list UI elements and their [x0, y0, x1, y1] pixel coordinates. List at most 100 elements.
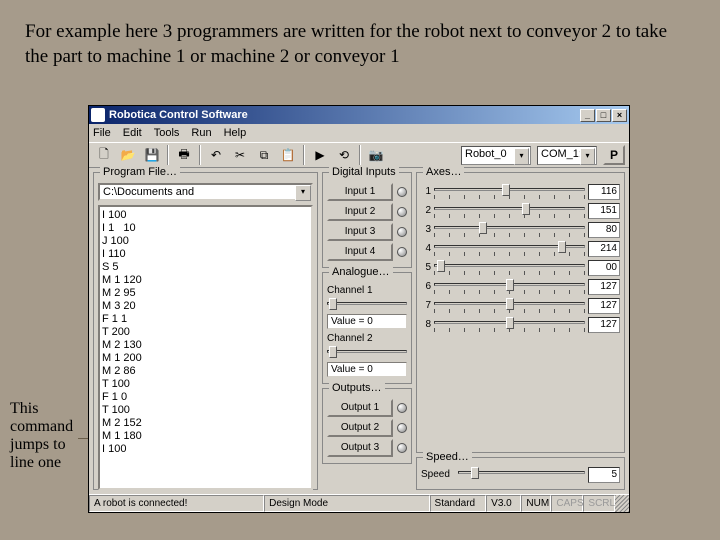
cut-icon[interactable]: ✂: [229, 145, 251, 165]
digital-title: Digital Inputs: [329, 166, 399, 178]
undo-icon[interactable]: ↶: [205, 145, 227, 165]
output-1-led: [397, 403, 407, 413]
axis-7-label: 7: [421, 300, 431, 311]
axis-3-label: 3: [421, 224, 431, 235]
toolbar: 🗋 📂 💾 🖶 ↶ ✂ ⧉ 📋 ▶ ⟲ 📷 Robot_0 COM_1: P: [89, 142, 629, 168]
output-3-button[interactable]: Output 3: [327, 439, 393, 457]
content-area: Program File… C:\Documents and I 100 I 1…: [89, 168, 629, 494]
speed-value: 5: [588, 467, 620, 483]
analogue-group: Analogue… Channel 1 Value = 0 Channel 2 …: [322, 272, 412, 384]
menu-tools[interactable]: Tools: [154, 127, 180, 139]
program-group: Program File… C:\Documents and I 100 I 1…: [93, 172, 318, 490]
robot-combo[interactable]: Robot_0: [461, 146, 531, 165]
axis-5-slider[interactable]: [434, 260, 585, 276]
menu-edit[interactable]: Edit: [123, 127, 142, 139]
channel-2-value: Value = 0: [327, 362, 407, 377]
axis-7-slider[interactable]: [434, 298, 585, 314]
axis-4-label: 4: [421, 243, 431, 254]
axis-8-label: 8: [421, 319, 431, 330]
axis-6-value: 127: [588, 279, 620, 295]
outputs-group: Outputs… Output 1Output 2Output 3: [322, 388, 412, 464]
app-window: Robotica Control Software _ □ × File Edi…: [88, 105, 630, 513]
resize-grip[interactable]: [615, 495, 629, 512]
digital-inputs-group: Digital Inputs Input 1Input 2Input 3Inpu…: [322, 172, 412, 268]
status-standard: Standard: [430, 495, 487, 512]
annotation-text: This command jumps to line one: [10, 400, 80, 472]
digital-input-4-led: [397, 247, 407, 257]
slide-header: For example here 3 programmers are writt…: [25, 20, 695, 69]
axis-2-slider[interactable]: [434, 203, 585, 219]
menu-help[interactable]: Help: [224, 127, 247, 139]
com-combo[interactable]: COM_1:: [537, 146, 597, 165]
digital-input-4-button[interactable]: Input 4: [327, 243, 393, 261]
menubar: File Edit Tools Run Help: [89, 124, 629, 142]
new-icon[interactable]: 🗋: [93, 145, 115, 165]
channel-1-value: Value = 0: [327, 314, 407, 329]
axis-5-label: 5: [421, 262, 431, 273]
channel-1-slider[interactable]: [327, 298, 407, 314]
digital-input-1-button[interactable]: Input 1: [327, 183, 393, 201]
axes-title: Axes…: [423, 166, 464, 178]
digital-input-2-button[interactable]: Input 2: [327, 203, 393, 221]
output-2-button[interactable]: Output 2: [327, 419, 393, 437]
axis-6-slider[interactable]: [434, 279, 585, 295]
p-button[interactable]: P: [603, 145, 625, 165]
window-title: Robotica Control Software: [109, 109, 248, 121]
menu-file[interactable]: File: [93, 127, 111, 139]
channel-2-label: Channel 2: [327, 331, 407, 346]
camera-icon[interactable]: 📷: [365, 145, 387, 165]
statusbar: A robot is connected! Design Mode Standa…: [89, 494, 629, 512]
titlebar: Robotica Control Software _ □ ×: [89, 106, 629, 124]
axis-3-value: 80: [588, 222, 620, 238]
axes-group: Axes… 111621513804214500612771278127: [416, 172, 625, 453]
io-column: Digital Inputs Input 1Input 2Input 3Inpu…: [322, 172, 412, 490]
path-input[interactable]: C:\Documents and: [98, 183, 313, 201]
axis-8-value: 127: [588, 317, 620, 333]
status-caps: CAPS: [551, 495, 583, 512]
analogue-title: Analogue…: [329, 266, 393, 278]
save-icon[interactable]: 💾: [141, 145, 163, 165]
output-1-button[interactable]: Output 1: [327, 399, 393, 417]
digital-input-3-led: [397, 227, 407, 237]
axis-8-slider[interactable]: [434, 317, 585, 333]
play-icon[interactable]: ▶: [309, 145, 331, 165]
speed-label: Speed: [421, 469, 455, 480]
digital-input-1-led: [397, 187, 407, 197]
minimize-button[interactable]: _: [580, 109, 595, 122]
menu-run[interactable]: Run: [191, 127, 211, 139]
output-2-led: [397, 423, 407, 433]
status-connected: A robot is connected!: [89, 495, 264, 512]
axis-2-value: 151: [588, 203, 620, 219]
stop-icon[interactable]: ⟲: [333, 145, 355, 165]
maximize-button[interactable]: □: [596, 109, 611, 122]
program-group-title: Program File…: [100, 166, 180, 178]
print-icon[interactable]: 🖶: [173, 145, 195, 165]
speed-slider[interactable]: [458, 467, 585, 483]
axis-4-slider[interactable]: [434, 241, 585, 257]
axis-1-value: 116: [588, 184, 620, 200]
channel-1-label: Channel 1: [327, 283, 407, 298]
speed-title: Speed…: [423, 451, 472, 463]
axis-5-value: 00: [588, 260, 620, 276]
output-3-led: [397, 443, 407, 453]
status-num: NUM: [521, 495, 551, 512]
axis-2-label: 2: [421, 205, 431, 216]
close-button[interactable]: ×: [612, 109, 627, 122]
outputs-title: Outputs…: [329, 382, 385, 394]
status-scrl: SCRL: [583, 495, 615, 512]
speed-group: Speed… Speed 5: [416, 457, 625, 490]
status-mode: Design Mode: [264, 495, 429, 512]
axes-column: Axes… 111621513804214500612771278127 Spe…: [416, 172, 625, 490]
copy-icon[interactable]: ⧉: [253, 145, 275, 165]
digital-input-2-led: [397, 207, 407, 217]
open-icon[interactable]: 📂: [117, 145, 139, 165]
status-version: V3.0: [486, 495, 521, 512]
channel-2-slider[interactable]: [327, 346, 407, 362]
axis-1-slider[interactable]: [434, 184, 585, 200]
axis-4-value: 214: [588, 241, 620, 257]
program-textarea[interactable]: I 100 I 1 10 J 100 I 110 S 5 M 1 120 M 2…: [98, 205, 313, 490]
digital-input-3-button[interactable]: Input 3: [327, 223, 393, 241]
axis-7-value: 127: [588, 298, 620, 314]
axis-3-slider[interactable]: [434, 222, 585, 238]
paste-icon[interactable]: 📋: [277, 145, 299, 165]
